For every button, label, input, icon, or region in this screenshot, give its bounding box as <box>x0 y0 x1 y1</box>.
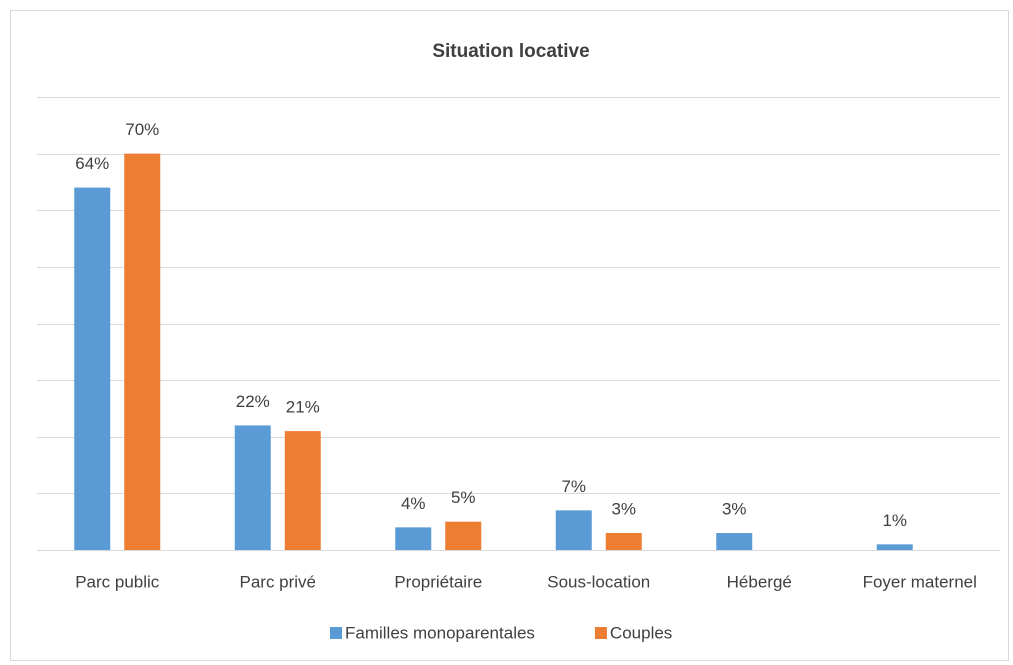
legend-swatch <box>330 627 342 639</box>
data-label: 21% <box>286 398 320 417</box>
bar <box>605 533 642 550</box>
legend-swatch <box>594 627 607 639</box>
data-label: 70% <box>125 120 159 139</box>
data-label: 3% <box>611 499 636 518</box>
bar <box>445 521 482 550</box>
bar <box>74 187 111 550</box>
bar <box>234 425 271 550</box>
legend-label: Familles monoparentales <box>345 623 535 642</box>
x-tick-label: Hébergé <box>727 572 792 591</box>
data-label: 3% <box>722 499 747 518</box>
x-tick-label: Parc privé <box>239 572 316 591</box>
bar <box>124 153 161 550</box>
x-tick-label: Foyer maternel <box>863 572 977 591</box>
data-label: 4% <box>401 494 426 513</box>
data-label: 64% <box>75 154 109 173</box>
data-label: 1% <box>882 511 907 530</box>
bar <box>716 533 753 550</box>
bar <box>876 544 913 550</box>
legend-label: Couples <box>610 623 672 642</box>
data-label: 5% <box>451 488 476 507</box>
data-label: 7% <box>561 477 586 496</box>
chart-frame <box>10 10 1009 661</box>
bar <box>555 510 592 550</box>
chart-title: Situation locative <box>432 41 589 62</box>
bar <box>284 431 321 550</box>
x-tick-label: Sous-location <box>547 572 650 591</box>
bar <box>395 527 432 550</box>
x-tick-label: Propriétaire <box>394 572 482 591</box>
data-label: 22% <box>236 392 270 411</box>
x-tick-label: Parc public <box>75 572 160 591</box>
